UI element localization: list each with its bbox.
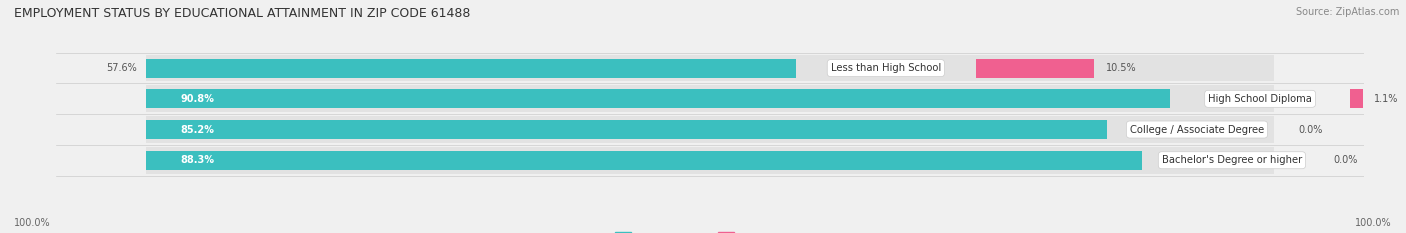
Text: Bachelor's Degree or higher: Bachelor's Degree or higher [1161,155,1302,165]
Bar [146,116,1274,143]
Text: 90.8%: 90.8% [180,94,214,104]
Legend: In Labor Force, Unemployed: In Labor Force, Unemployed [612,228,808,233]
Bar [146,58,796,78]
Bar [146,55,1274,82]
Bar [146,151,1142,170]
Text: 88.3%: 88.3% [180,155,214,165]
Text: High School Diploma: High School Diploma [1208,94,1312,104]
Text: 0.0%: 0.0% [1299,124,1323,134]
Bar [146,120,1107,139]
Bar [146,86,1274,112]
Text: Less than High School: Less than High School [831,63,941,73]
Bar [146,147,1274,174]
Bar [976,58,1094,78]
Text: 10.5%: 10.5% [1105,63,1136,73]
Text: 100.0%: 100.0% [1355,218,1392,228]
Bar [1350,89,1362,108]
Text: EMPLOYMENT STATUS BY EDUCATIONAL ATTAINMENT IN ZIP CODE 61488: EMPLOYMENT STATUS BY EDUCATIONAL ATTAINM… [14,7,471,20]
Text: 0.0%: 0.0% [1333,155,1358,165]
Text: 1.1%: 1.1% [1374,94,1399,104]
Text: Source: ZipAtlas.com: Source: ZipAtlas.com [1295,7,1399,17]
Text: College / Associate Degree: College / Associate Degree [1130,124,1264,134]
Bar [146,89,1170,108]
Text: 100.0%: 100.0% [14,218,51,228]
Text: 85.2%: 85.2% [180,124,214,134]
Text: 57.6%: 57.6% [107,63,138,73]
